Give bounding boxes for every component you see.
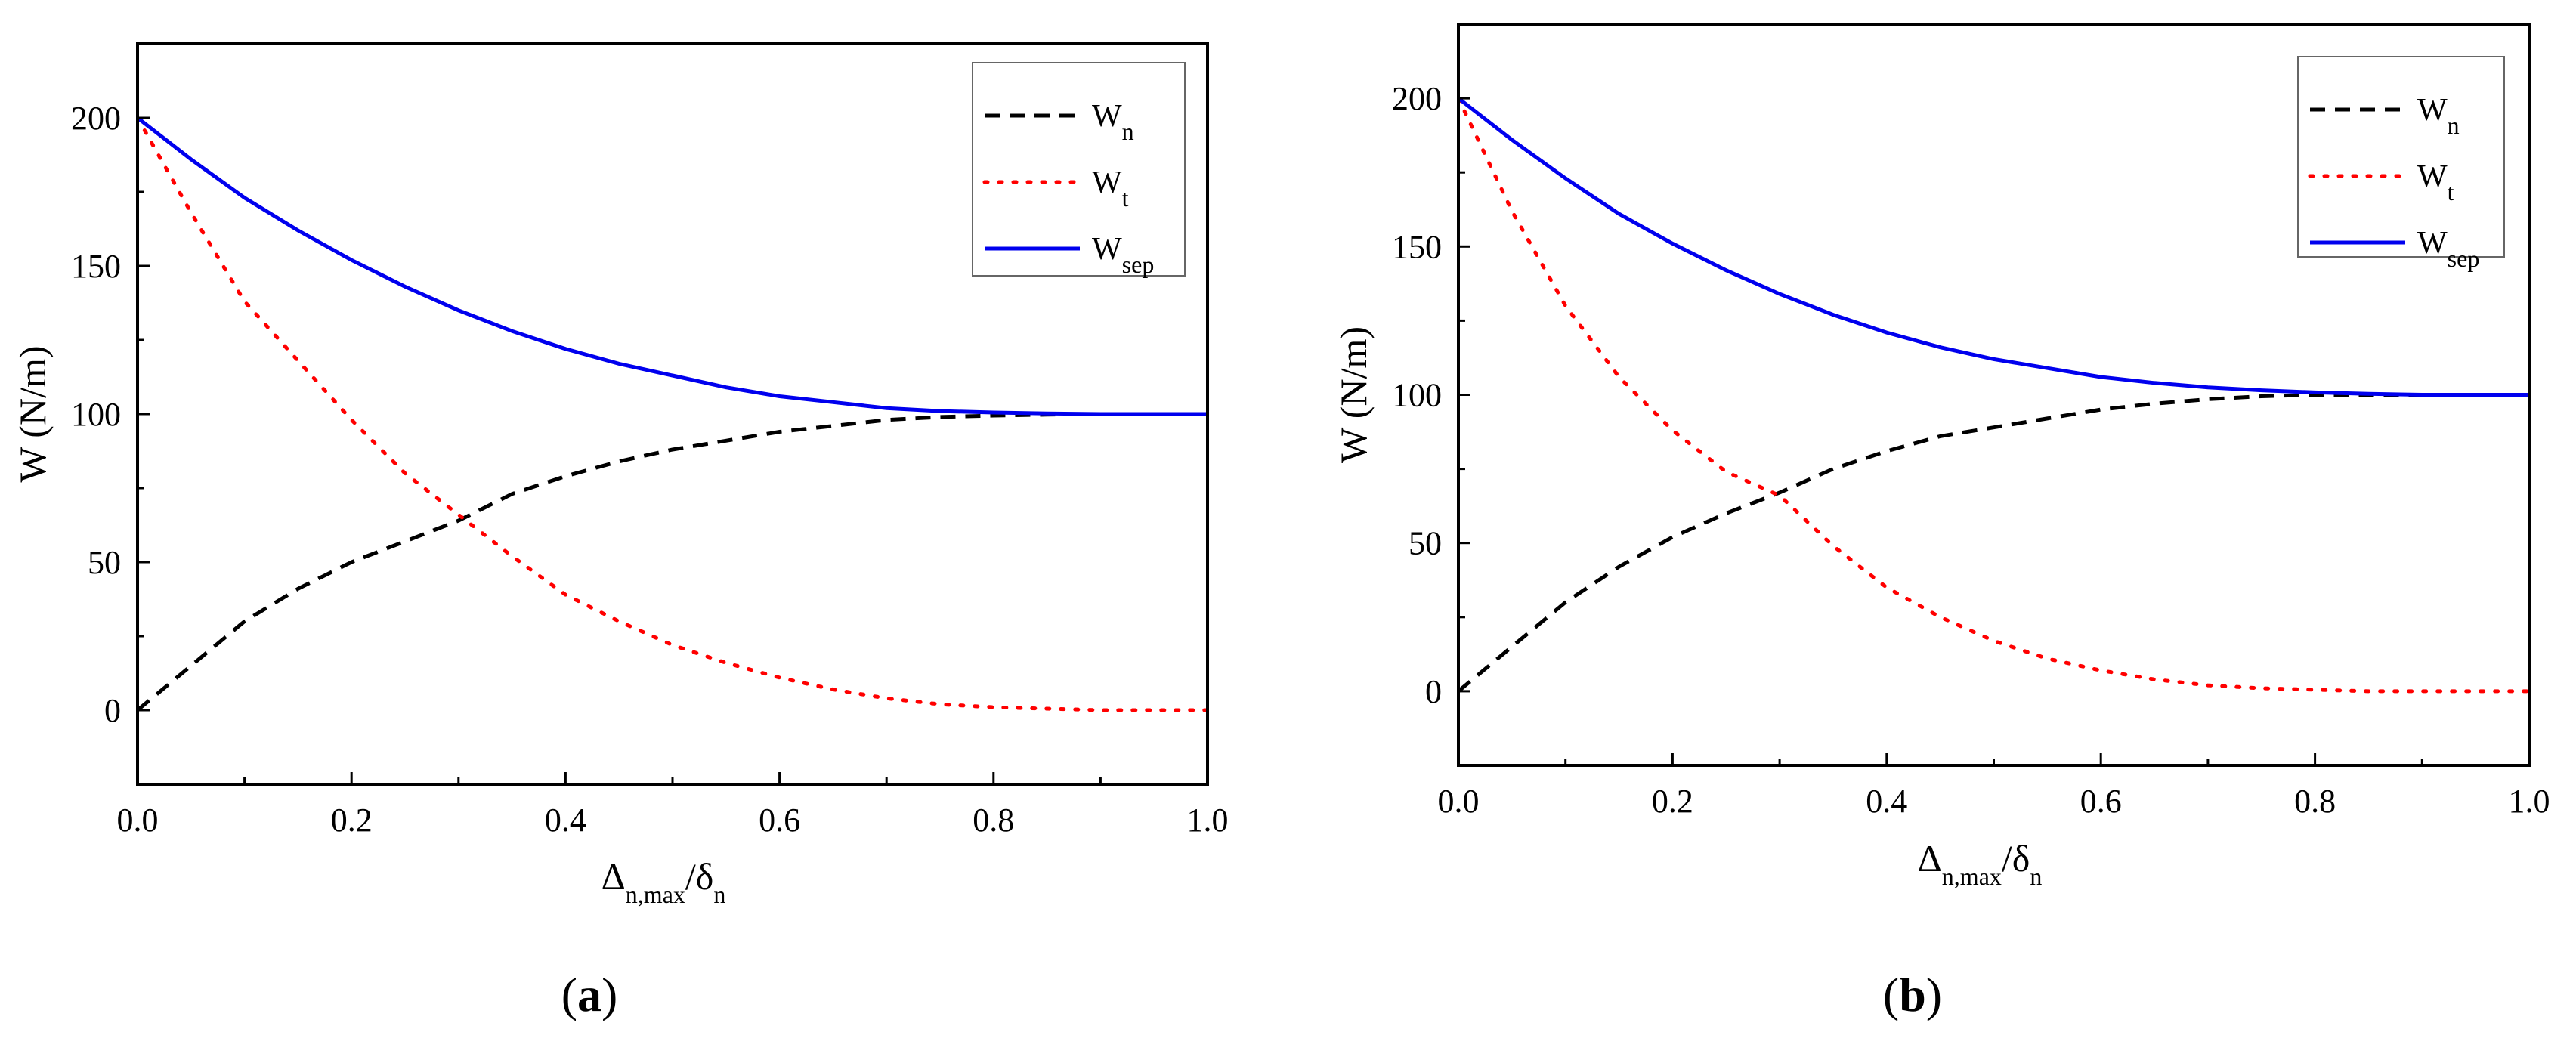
x-tick-label: 0.4 [545, 802, 586, 839]
legend-box [972, 62, 1186, 277]
x-tick-label: 0.0 [117, 802, 159, 839]
legend-box [2297, 56, 2505, 258]
series-line-wt [1458, 96, 2529, 694]
series-line-wt [138, 116, 1208, 712]
x-tick-label: 0.8 [973, 802, 1014, 839]
legend-label-wn: Wn [2417, 93, 2460, 139]
chart-panel-a: 0.0 0.2 0.4 0.6 0.8 1.0 0 50 100 150 200 W (N/m) Δn,… [11, 42, 1229, 1021]
legend-label-wsep: Wsep [2417, 226, 2479, 272]
series-line-wsep [138, 116, 1208, 416]
legend: Wn Wt Wsep [2297, 56, 2505, 272]
x-tick-label: 0.2 [331, 802, 373, 839]
x-tick-label: 0.6 [2080, 783, 2122, 820]
chart-panel-b: 0.0 0.2 0.4 0.6 0.8 1.0 0 50 100 150 200 W (N/m) Δn,… [1332, 23, 2550, 1021]
series-line-wsep [1458, 97, 2529, 397]
x-tick-label: 0.0 [1438, 783, 1480, 820]
y-axis-title: W (N/m) [11, 346, 54, 483]
series-line-wn [1458, 393, 2529, 693]
y-tick-label: 0 [1425, 673, 1442, 710]
y-tick-label: 50 [1409, 525, 1442, 562]
panel-label: (a) [561, 968, 618, 1021]
y-tick-label: 50 [88, 544, 121, 581]
legend-label-wsep: Wsep [1092, 232, 1154, 278]
y-tick-label: 0 [104, 692, 121, 729]
legend-label-wt: Wt [1092, 165, 1129, 212]
y-tick-label: 200 [71, 100, 121, 137]
panel-label: (b) [1883, 968, 1942, 1021]
x-axis-title: Δn,max/δn [1918, 837, 2043, 890]
x-tick-label: 0.2 [1652, 783, 1693, 820]
x-tick-label: 0.8 [2294, 783, 2336, 820]
x-axis-title: Δn,max/δn [601, 855, 726, 908]
x-tick-label: 1.0 [2509, 783, 2550, 820]
series-line-wn [138, 412, 1208, 712]
y-axis-title: W (N/m) [1332, 326, 1375, 463]
y-tick-label: 150 [1392, 228, 1442, 265]
legend-label-wt: Wt [2417, 159, 2454, 205]
legend: Wn Wt Wsep [972, 62, 1186, 278]
y-tick-label: 100 [1392, 377, 1442, 414]
x-tick-label: 0.6 [759, 802, 800, 839]
y-tick-label: 100 [71, 396, 121, 433]
x-tick-label: 0.4 [1866, 783, 1907, 820]
y-tick-label: 150 [71, 248, 121, 285]
legend-label-wn: Wn [1092, 99, 1134, 145]
x-tick-label: 1.0 [1187, 802, 1229, 839]
y-tick-label: 200 [1392, 80, 1442, 117]
